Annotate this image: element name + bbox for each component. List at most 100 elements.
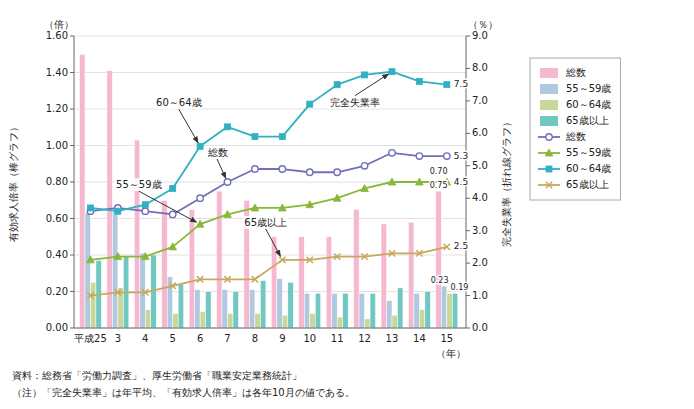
legend-marker — [546, 182, 552, 188]
bar — [370, 293, 375, 328]
bar — [315, 293, 320, 328]
annotation: 完全失業率 — [330, 97, 380, 108]
marker — [115, 208, 121, 214]
y-tick — [70, 109, 74, 110]
y2-tick-label: 7.0 — [472, 95, 488, 106]
legend-label: 60～64歳 — [566, 99, 611, 110]
line-series — [87, 178, 451, 263]
grid-line — [74, 328, 466, 329]
y-unit-label: （倍） — [44, 19, 74, 30]
bar-series — [90, 282, 452, 328]
bar — [447, 293, 452, 328]
value-label: 5.3 — [454, 151, 468, 161]
y2-tick-label: 6.0 — [472, 127, 488, 138]
marker — [169, 283, 175, 289]
annotation-group: 60～64歳 — [155, 96, 203, 143]
bar — [249, 290, 254, 328]
legend: 総数55～59歳60～64歳65歳以上総数55～59歳60～64歳65歳以上 — [530, 58, 620, 200]
x-axis-line — [74, 328, 466, 329]
legend-marker — [545, 149, 553, 156]
bar — [222, 290, 227, 328]
y2-tick-label: 3.0 — [472, 225, 488, 236]
x-tick-label: 平成25 — [74, 333, 107, 344]
plot-area — [79, 54, 457, 328]
line — [90, 182, 446, 260]
y-tick-label: 0.00 — [46, 322, 68, 333]
bar — [452, 293, 457, 328]
y2-unit-label: （％） — [468, 19, 498, 30]
value-label: 4.5 — [454, 177, 468, 187]
annotation-arrow — [217, 159, 226, 178]
bar — [359, 293, 364, 328]
value-label: 0.75 — [430, 181, 448, 190]
marker — [279, 204, 287, 211]
bar — [271, 237, 276, 328]
marker — [142, 202, 148, 208]
grid-line — [74, 72, 466, 73]
y-tick — [70, 36, 74, 37]
y2-tick — [466, 295, 470, 296]
marker — [197, 195, 203, 201]
bar — [397, 288, 402, 328]
grid — [74, 36, 466, 328]
annotation: 55～59歳 — [116, 179, 161, 190]
bar — [343, 293, 348, 328]
legend-marker — [546, 134, 552, 140]
annotation-box — [328, 96, 381, 109]
legend-label: 65歳以上 — [566, 115, 609, 126]
bar — [145, 310, 150, 328]
annotation-arrow — [266, 229, 281, 256]
bar — [112, 211, 117, 328]
y-axis-label: 有効求人倍率（棒グラフ） — [8, 122, 19, 242]
value-label: 0.19 — [451, 283, 469, 292]
marker — [416, 250, 422, 256]
bar — [178, 284, 183, 328]
y2-tick — [466, 165, 470, 166]
marker — [169, 211, 175, 217]
legend-marker — [546, 166, 552, 172]
marker — [416, 153, 422, 159]
y2-tick-label: 2.0 — [472, 257, 488, 268]
bar — [441, 286, 446, 328]
y-tick — [70, 328, 74, 329]
bar — [381, 224, 386, 328]
bar — [189, 209, 194, 328]
annotation-group: 完全失業率 — [328, 74, 388, 109]
bar — [304, 293, 309, 328]
legend-label: 60～64歳 — [566, 163, 611, 174]
marker — [306, 201, 314, 208]
bar — [299, 237, 304, 328]
annotation-group: 55～59歳 — [115, 178, 197, 222]
annotation-arrow — [179, 109, 198, 143]
bar — [217, 191, 222, 328]
x-tick-label: 3 — [115, 333, 121, 344]
legend-label: 総数 — [565, 131, 586, 142]
grid-line — [74, 255, 466, 256]
marker — [141, 253, 149, 260]
marker — [87, 292, 93, 298]
x-tick-label: 15 — [440, 333, 453, 344]
bar — [419, 310, 424, 328]
y-tick — [70, 218, 74, 219]
bar — [206, 292, 211, 329]
marker — [361, 184, 369, 191]
bar — [392, 315, 397, 328]
marker — [334, 169, 340, 175]
bar — [162, 200, 167, 328]
y-tick-label: 0.40 — [46, 249, 68, 260]
y-tick — [70, 182, 74, 183]
annotation-box — [115, 178, 163, 191]
x-tick-label: 8 — [252, 333, 258, 344]
annotation-box — [155, 96, 203, 109]
bar — [425, 292, 430, 329]
line-series — [87, 244, 450, 299]
bar — [233, 292, 238, 329]
y2-tick — [466, 198, 470, 199]
marker — [416, 178, 424, 185]
y2-tick — [466, 133, 470, 134]
marker — [444, 82, 450, 88]
x-tick-label: 12 — [358, 333, 371, 344]
y2-tick — [466, 328, 470, 329]
bar — [387, 301, 392, 328]
marker — [444, 244, 450, 250]
